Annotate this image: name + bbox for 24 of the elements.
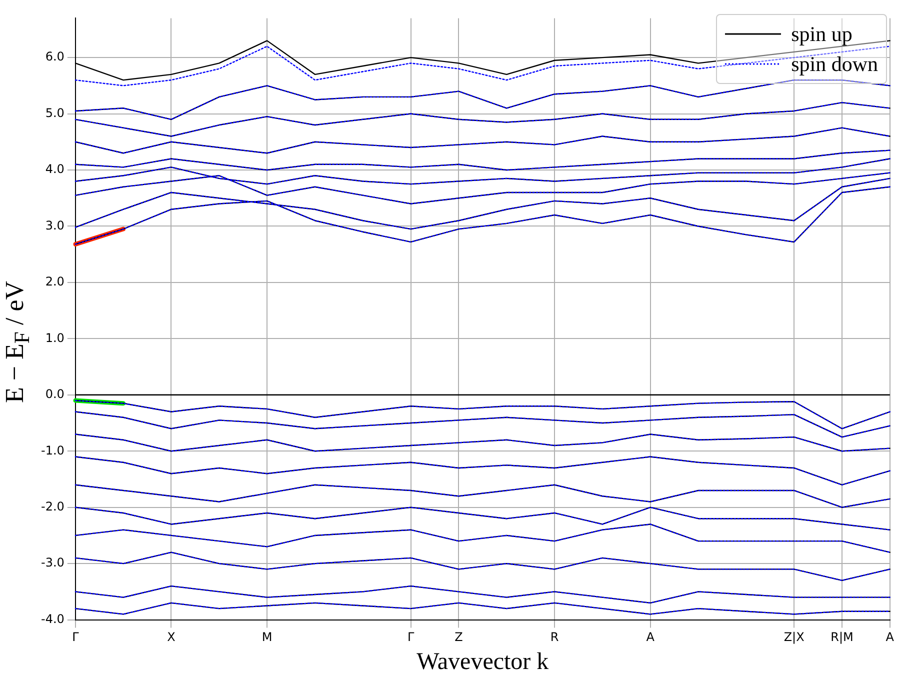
x-tick-label: A [646, 630, 656, 644]
y-tick-label: 3.0 [45, 218, 64, 232]
y-tick-label: 4.0 [45, 162, 64, 176]
y-tick-label: 5.0 [45, 106, 64, 120]
x-tick-label: Γ [72, 630, 80, 644]
y-tick-label: 6.0 [45, 50, 64, 64]
y-tick-label: 0.0 [45, 387, 64, 402]
x-tick-label: M [262, 630, 272, 644]
y-tick-label: -4.0 [40, 612, 64, 626]
x-tick-label: Z|X [784, 630, 804, 644]
y-tick-label: -2.0 [40, 499, 64, 514]
x-tick-label: Γ [407, 630, 414, 644]
x-tick-label: R|M [830, 630, 854, 644]
y-tick-label: -3.0 [40, 556, 64, 570]
y-tick-label: 2.0 [45, 274, 64, 289]
x-tick-label: A [886, 630, 895, 644]
x-tick-label: X [167, 630, 176, 644]
y-tick-label: -1.0 [40, 443, 64, 458]
legend-label: spin up [791, 21, 852, 48]
x-tick-label: Z [454, 630, 463, 644]
x-axis-title: Wavevector k [416, 648, 549, 675]
legend-label: spin down [791, 51, 878, 78]
x-tick-label: R [550, 630, 559, 644]
y-tick-label: 1.0 [45, 330, 64, 345]
